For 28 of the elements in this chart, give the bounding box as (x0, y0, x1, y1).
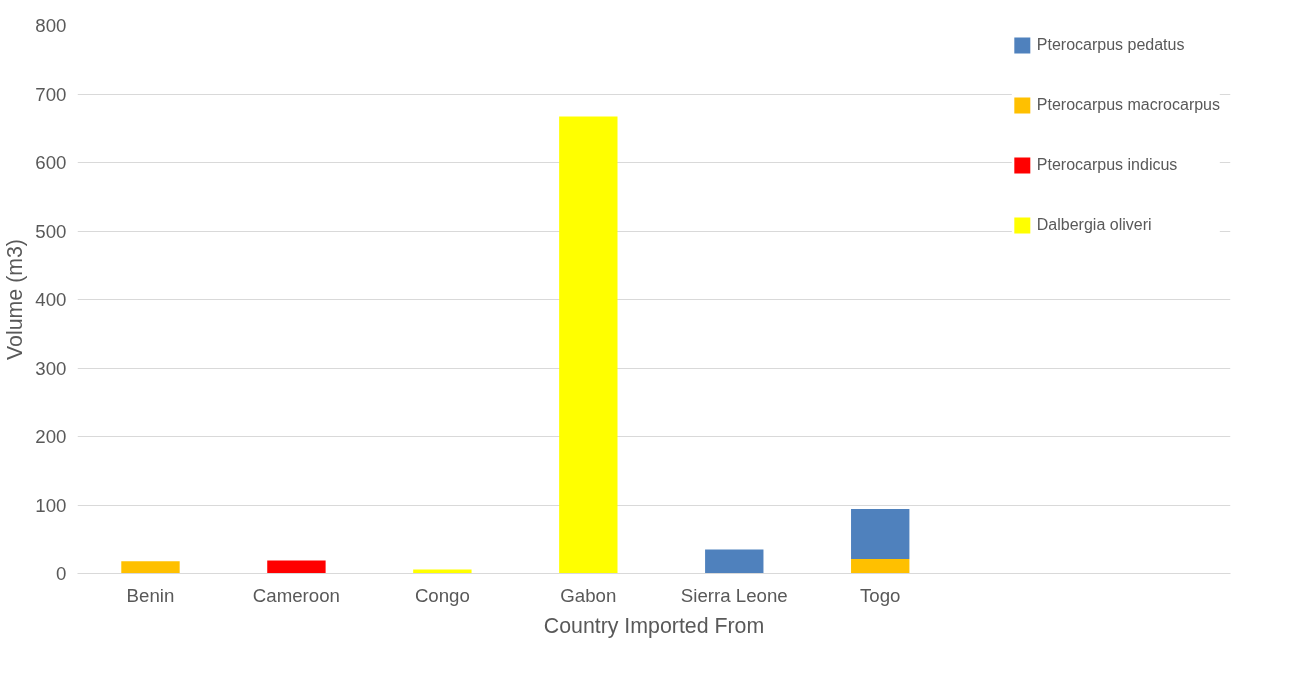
bar (851, 559, 910, 574)
legend-label: Pterocarpus pedatus (1036, 36, 1185, 54)
y-tick-label: 700 (35, 83, 67, 105)
bar (267, 560, 326, 574)
bar (851, 509, 910, 560)
bar (705, 549, 764, 574)
y-tick-label: 800 (35, 15, 67, 36)
y-tick-label: 200 (35, 426, 67, 447)
y-tick-label: 600 (35, 152, 67, 173)
x-axis-title: Country Imported From (543, 613, 765, 638)
x-tick-label: Benin (126, 584, 175, 606)
bar (121, 561, 180, 574)
bar (413, 569, 472, 574)
y-tick-label: 500 (35, 220, 67, 242)
legend-label: Pterocarpus indicus (1036, 156, 1178, 174)
x-tick-label: Congo (414, 584, 470, 606)
x-tick-label: Gabon (560, 584, 617, 606)
y-tick-label: 300 (35, 357, 67, 379)
legend-label: Dalbergia oliveri (1036, 216, 1152, 234)
x-tick-label: Togo (859, 584, 901, 606)
bar (559, 116, 618, 574)
y-tick-label: 400 (35, 289, 67, 310)
legend-label: Pterocarpus macrocarpus (1036, 96, 1220, 114)
y-tick-label: 100 (35, 494, 67, 516)
x-tick-label: Sierra Leone (680, 584, 788, 606)
y-tick-label: 0 (56, 563, 67, 584)
y-axis-title: Volume (m3) (3, 239, 28, 360)
x-tick-label: Cameroon (252, 584, 340, 606)
